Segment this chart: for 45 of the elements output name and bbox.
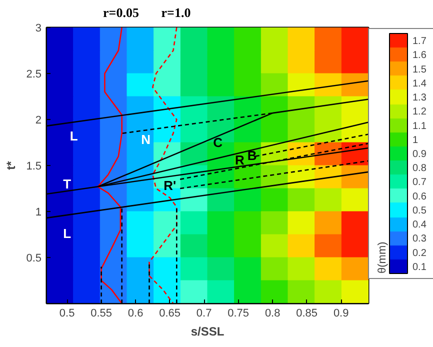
annotation: L xyxy=(70,128,78,144)
color-bar-label: 1.5 xyxy=(412,64,427,76)
x-tick-label: 0.6 xyxy=(128,308,144,320)
annotation: T xyxy=(63,176,72,192)
text: r=0.05 xyxy=(103,4,139,22)
color-bar-label: 1 xyxy=(412,134,418,146)
x-tick-label: 0.75 xyxy=(228,308,250,320)
annotation: R' xyxy=(164,178,176,194)
x-tick-label: 0.7 xyxy=(196,308,212,320)
x-tick-label: 0.85 xyxy=(296,308,318,320)
y-tick-label: 2 xyxy=(35,114,42,126)
color-bar-label: 1.6 xyxy=(412,50,427,62)
x-tick-label: 0.5 xyxy=(59,308,75,320)
y-tick-label: 2.5 xyxy=(26,68,42,80)
annotation: R xyxy=(235,152,246,168)
annotation: N xyxy=(141,132,151,148)
y-tick-label: 0.5 xyxy=(26,252,42,264)
color-bar-label: 0.8 xyxy=(412,163,427,174)
x-tick-label: 0.55 xyxy=(90,308,112,320)
color-bar-title: θ(mm) xyxy=(376,242,388,274)
text: r=1.0 xyxy=(161,4,191,22)
color-bar-label: 0.6 xyxy=(412,191,427,202)
annotation: B xyxy=(247,148,257,163)
color-bar-label: 1.7 xyxy=(412,36,427,48)
color-bar-label: 0.5 xyxy=(412,205,427,216)
x-axis-title: s/SSL xyxy=(190,324,224,338)
y-tick-label: 1 xyxy=(35,206,42,218)
x-tick-label: 0.65 xyxy=(159,308,181,320)
y-axis-title: t* xyxy=(4,160,18,170)
y-tick-label: 1.5 xyxy=(26,160,42,172)
color-bar-label: 0.7 xyxy=(412,177,427,188)
color-bar-label: 0.2 xyxy=(412,248,427,259)
color-bar-label: 1.1 xyxy=(412,120,427,132)
color-bar-label: 0.9 xyxy=(412,149,427,160)
annotation: L xyxy=(63,226,72,242)
color-bar-label: 0.3 xyxy=(412,234,427,245)
annotation: C xyxy=(213,135,224,150)
y-tick-label: 3 xyxy=(35,22,42,34)
color-bar-label: 1.4 xyxy=(412,78,427,90)
color-bar-label: 0.4 xyxy=(412,220,427,231)
color-bar-label: 0.1 xyxy=(412,262,427,273)
color-bar-label: 1.3 xyxy=(412,92,427,104)
x-tick-label: 0.8 xyxy=(264,308,280,320)
x-tick-label: 0.9 xyxy=(333,308,349,320)
color-bar-label: 1.2 xyxy=(412,106,427,118)
